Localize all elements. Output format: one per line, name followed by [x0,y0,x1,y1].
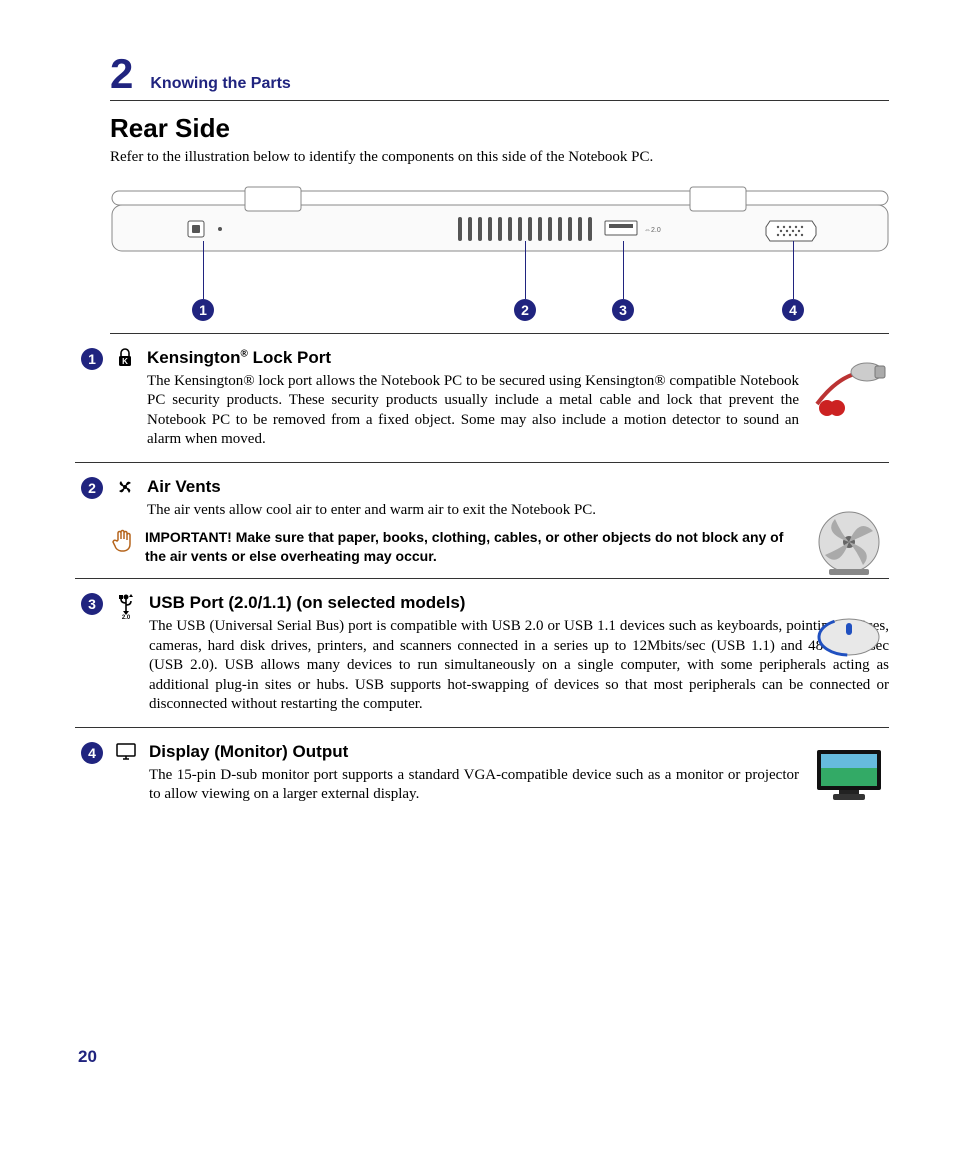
section-4-body: The 15-pin D-sub monitor port supports a… [149,766,799,805]
svg-text:2.0: 2.0 [122,615,131,619]
section-1-body: The Kensington® lock port allows the Not… [147,372,799,450]
lock-icon: K [115,348,135,373]
section-air-vents: 2 Air Vents The air vents allow cool air… [75,477,889,579]
usb-icon: 2.0 [115,593,137,624]
section-2-title: Air Vents [147,477,799,497]
leader-3 [623,241,624,299]
t1a: Kensington [147,348,241,367]
leader-1 [203,241,204,299]
bullet-2: 2 [81,477,103,499]
callout-2: 2 [514,299,536,321]
svg-text:K: K [122,357,128,366]
monitor-photo [809,746,889,806]
intro-text: Refer to the illustration below to ident… [110,148,889,167]
manual-page: 2 Knowing the Parts Rear Side Refer to t… [0,0,954,1149]
kensington-lock-photo [809,352,889,422]
bullet-4: 4 [81,742,103,764]
bullet-1: 1 [81,348,103,370]
svg-text:⇔2.0: ⇔2.0 [644,227,661,234]
chapter-title: Knowing the Parts [150,75,290,93]
leader-4 [793,241,794,299]
section-display: 4 Display (Monitor) Output The 15-pin D-… [75,742,889,817]
section-3-title: USB Port (2.0/1.1) (on selected models) [149,593,889,613]
page-number: 20 [78,1047,97,1067]
chapter-header: 2 Knowing the Parts [110,50,889,101]
monitor-icon [115,742,137,765]
section-usb: 3 2.0 USB Port (2.0/1.1) (on selected mo… [75,593,889,728]
laptop-rear-svg: ⇔2.0 [110,185,890,265]
t1b: Lock Port [248,348,331,367]
fan-photo [809,507,889,577]
rear-diagram-block: ⇔2.0 1 2 3 4 [110,185,889,334]
callout-1: 1 [192,299,214,321]
section-3-body: The USB (Universal Serial Bus) port is c… [149,617,889,715]
bullet-3: 3 [81,593,103,615]
section-1-title: Kensington® Lock Port [147,348,799,368]
callout-4: 4 [782,299,804,321]
fan-icon [115,477,135,502]
mouse-photo [809,611,889,661]
t1sup: ® [241,348,248,359]
chapter-number: 2 [110,50,132,98]
callout-markers: 1 2 3 4 [110,265,890,325]
page-title: Rear Side [110,113,889,144]
leader-2 [525,241,526,299]
important-text: IMPORTANT! Make sure that paper, books, … [145,528,799,566]
hand-icon [111,528,133,566]
section-kensington: 1 K Kensington® Lock Port The Kensington… [75,348,889,463]
important-note-row: IMPORTANT! Make sure that paper, books, … [111,528,889,566]
callout-3: 3 [612,299,634,321]
section-2-body: The air vents allow cool air to enter an… [147,501,799,521]
section-4-title: Display (Monitor) Output [149,742,799,762]
